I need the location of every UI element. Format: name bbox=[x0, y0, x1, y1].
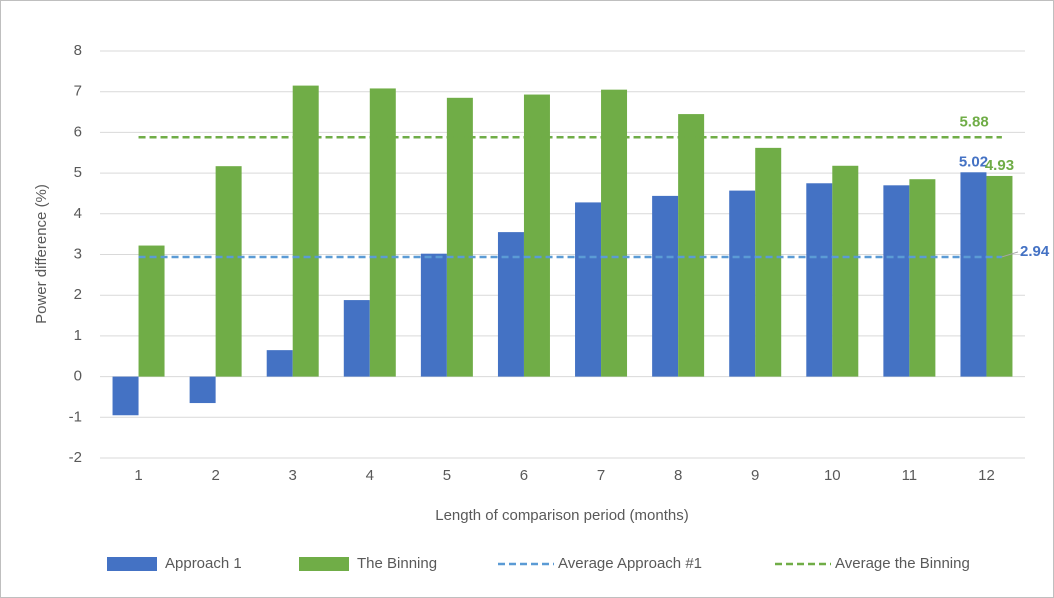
x-tick-label: 1 bbox=[134, 467, 142, 484]
x-tick-label: 7 bbox=[597, 467, 605, 484]
bar bbox=[652, 195, 679, 377]
data-label: 5.02 bbox=[959, 153, 988, 170]
bar bbox=[678, 114, 705, 377]
bar bbox=[189, 376, 216, 404]
bar bbox=[523, 94, 550, 377]
legend-label: Average Approach #1 bbox=[558, 555, 702, 572]
bar bbox=[806, 183, 833, 377]
bar bbox=[369, 88, 396, 377]
bar bbox=[909, 179, 936, 377]
y-tick-label: -1 bbox=[69, 408, 82, 425]
bar bbox=[729, 190, 756, 377]
bar bbox=[343, 300, 370, 377]
x-tick-label: 6 bbox=[520, 467, 528, 484]
y-tick-label: 2 bbox=[74, 286, 82, 303]
bar bbox=[575, 202, 602, 377]
bar bbox=[497, 232, 524, 377]
legend-label: Average the Binning bbox=[835, 555, 970, 572]
reference-label: 5.88 bbox=[959, 113, 988, 130]
bar bbox=[883, 185, 910, 377]
y-tick-label: 6 bbox=[74, 123, 82, 140]
legend-swatch bbox=[299, 557, 349, 571]
legend-swatch bbox=[107, 557, 157, 571]
x-tick-label: 9 bbox=[751, 467, 759, 484]
leader-line bbox=[1001, 251, 1019, 258]
x-tick-label: 8 bbox=[674, 467, 682, 484]
y-tick-label: -2 bbox=[69, 449, 82, 466]
bar bbox=[601, 89, 628, 377]
x-tick-label: 11 bbox=[902, 467, 918, 484]
x-tick-label: 2 bbox=[211, 467, 219, 484]
x-tick-label: 3 bbox=[289, 467, 297, 484]
bar bbox=[138, 245, 165, 377]
y-tick-label: 8 bbox=[74, 42, 82, 59]
bar bbox=[112, 376, 139, 416]
bar bbox=[420, 253, 447, 377]
x-tick-label: 4 bbox=[366, 467, 374, 484]
y-tick-label: 1 bbox=[74, 327, 82, 344]
bar bbox=[960, 172, 987, 377]
bar bbox=[446, 97, 473, 377]
y-tick-label: 5 bbox=[74, 164, 82, 181]
bar bbox=[986, 175, 1013, 377]
bar bbox=[215, 166, 242, 377]
data-label: 4.93 bbox=[985, 157, 1014, 174]
y-tick-label: 3 bbox=[74, 245, 82, 262]
x-tick-label: 10 bbox=[824, 467, 841, 484]
reference-label: 2.94 bbox=[1020, 243, 1050, 260]
bar bbox=[832, 165, 859, 377]
y-tick-label: 4 bbox=[74, 205, 82, 222]
x-tick-label: 5 bbox=[443, 467, 451, 484]
x-axis-title: Length of comparison period (months) bbox=[435, 507, 688, 524]
bar bbox=[266, 350, 293, 377]
bar bbox=[292, 85, 319, 377]
y-axis-title: Power difference (%) bbox=[33, 184, 50, 324]
x-tick-label: 12 bbox=[978, 467, 995, 484]
bar bbox=[755, 147, 782, 377]
y-tick-label: 7 bbox=[74, 83, 82, 100]
y-tick-label: 0 bbox=[74, 368, 82, 385]
legend-label: Approach 1 bbox=[165, 555, 242, 572]
legend-label: The Binning bbox=[357, 555, 437, 572]
